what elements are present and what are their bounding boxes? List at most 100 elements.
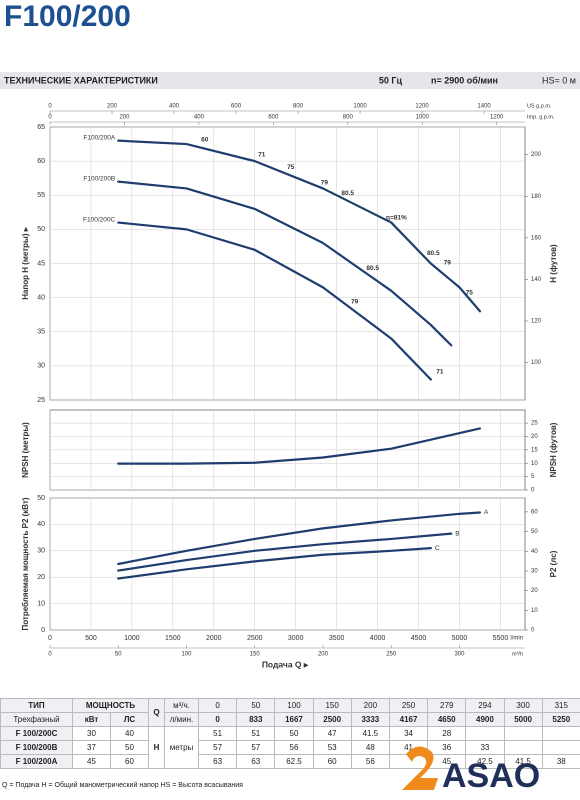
y2-tick-label: 20 [531,588,538,594]
header-cell: H [148,726,166,769]
y-axis-label: NPSH (метры) [21,422,30,478]
top-tick-label: 1200 [490,115,504,121]
flow-cell: 5000 [503,712,543,727]
flow-cell: 315 [541,698,580,713]
model-cell: F 100/200B [0,740,73,755]
x-tick-label: 3000 [288,635,304,642]
y-tick-label: 20 [37,574,45,581]
hp-cell: 40 [109,726,150,741]
head-cell [541,726,580,741]
head-cell: 60 [312,754,352,769]
head-cell: 50 [274,726,314,741]
y2-tick-label: 160 [531,235,542,241]
head-cell: 34 [388,726,429,741]
flow-cell: 5250 [541,712,580,727]
x-tick-label: 2500 [247,635,263,642]
efficiency-label: 71 [258,152,266,159]
header-cell: МОЩНОСТЬ [71,698,150,713]
head-cell: 51 [236,726,276,741]
x-unit: l/min [510,636,523,642]
header-cell: метры [164,726,200,769]
section-title: ТЕХНИЧЕСКИЕ ХАРАКТЕРИСТИКИ [4,75,158,85]
curve [117,221,432,381]
kw-cell: 45 [72,754,111,769]
head-cell: 51 [198,726,238,741]
header-cell: кВт [72,712,111,727]
y2-tick-label: 100 [531,360,542,366]
y2-axis-label: NPSH (футов) [549,422,558,477]
y2-tick-label: 50 [531,529,538,535]
top-tick-label: 400 [194,115,205,121]
y-axis-label: Напор H (метры) ▸ [21,226,30,300]
y-axis-label: Потребляемая мощность P2 (кВт) [21,497,30,630]
y2-tick-label: 0 [531,628,535,634]
suction-height: HS= 0 м [542,75,576,85]
top-tick-label: 800 [343,115,354,121]
series-label: C [435,545,440,552]
model-cell: F 100/200A [0,754,73,769]
m3h-unit: m³/h [512,651,523,657]
y2-tick-label: 40 [531,549,538,555]
efficiency-label: 79 [321,180,329,187]
efficiency-label: η=81% [386,214,407,221]
head-cell: 38 [541,754,580,769]
plot-frame [49,497,526,631]
top-tick-label: 600 [231,104,242,110]
flow-cell: 4650 [427,712,467,727]
y-tick-label: 55 [37,192,45,199]
y-tick-label: 0 [41,627,45,634]
logo-text: ASAO [442,757,540,795]
flow-cell: 50 [236,698,276,713]
flow-cell: 2500 [312,712,352,727]
top-tick-label: 200 [107,104,118,110]
series-label: F100/200B [83,175,115,182]
y2-axis-label: H (футов) [549,244,558,283]
flow-cell: 200 [350,698,390,713]
m3h-tick-label: 150 [250,652,261,658]
x-tick-label: 5000 [452,635,468,642]
m3h-tick-label: 0 [48,652,52,658]
x-tick-label: 4000 [370,635,386,642]
y-tick-label: 45 [37,260,45,267]
y2-tick-label: 180 [531,194,542,200]
top-tick-label: 1200 [415,104,429,110]
header-cell: ЛС [109,712,150,727]
top-tick-label: 1400 [477,104,491,110]
y2-tick-label: 120 [531,319,542,325]
head-cell: 48 [350,740,390,755]
flow-cell: 279 [427,698,467,713]
m3h-tick-label: 250 [386,652,397,658]
y2-tick-label: 5 [531,474,535,480]
curve [117,532,453,572]
y-tick-label: 50 [37,226,45,233]
y-tick-label: 35 [37,329,45,336]
head-cell: 57 [236,740,276,755]
y2-tick-label: 200 [531,152,542,158]
hp-cell: 60 [109,754,150,769]
head-cell: 62.5 [274,754,314,769]
head-cell: 47 [312,726,352,741]
logo-mark [402,746,438,790]
x-tick-label: 2000 [206,635,222,642]
table-row: Трехфазный кВт ЛС л/мин. 0 833 1667 2500 3333 416… [0,712,580,727]
curve [117,180,453,347]
series-label: F100/200C [83,216,115,223]
efficiency-label: 79 [444,260,452,267]
header-cell: м³/ч. [164,698,200,713]
top-tick-label: 1000 [416,115,430,121]
curve [117,427,482,465]
efficiency-label: 75 [287,164,295,171]
efficiency-label: 80.5 [341,190,354,197]
efficiency-label: 80.5 [366,265,379,272]
head-cell: 57 [198,740,238,755]
y2-tick-label: 10 [531,461,538,467]
efficiency-label: 60 [201,137,209,144]
head-cell: 41.5 [350,726,390,741]
curve [117,547,432,580]
y2-tick-label: 15 [531,447,538,453]
flow-cell: 0 [198,712,238,727]
